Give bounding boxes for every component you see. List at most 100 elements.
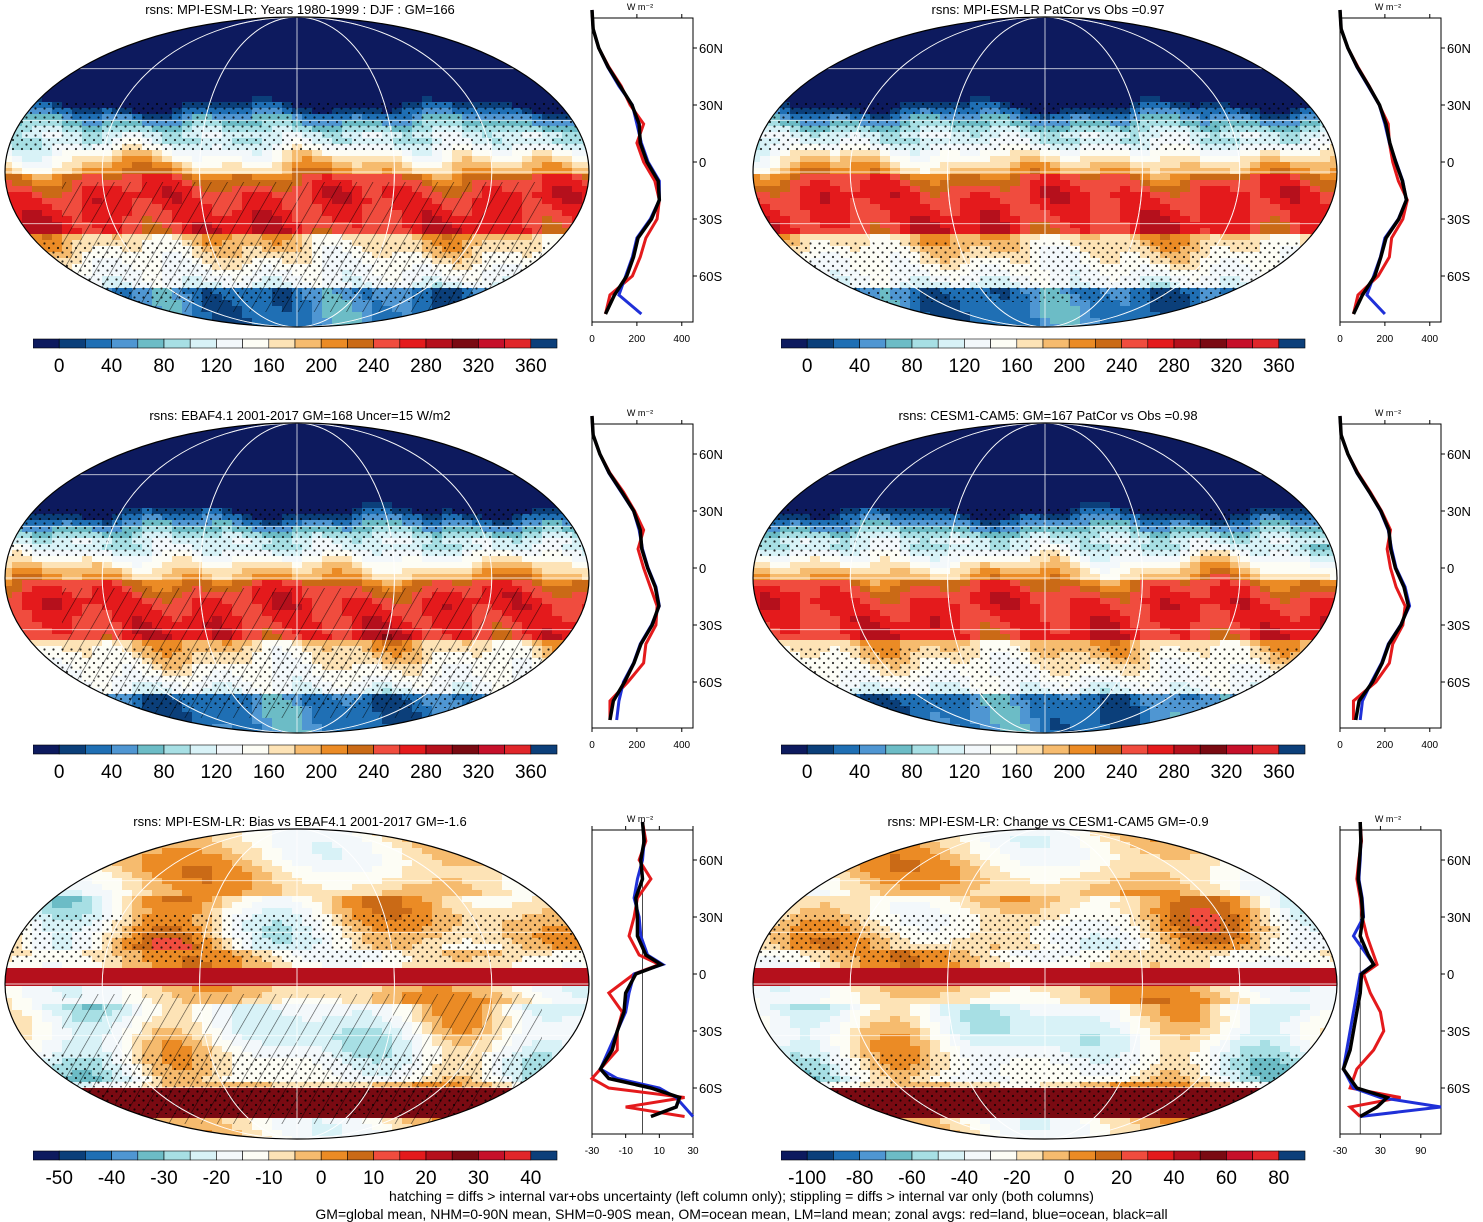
colorbar-swatch: [531, 339, 557, 348]
profile-lat-label: 30S: [1447, 618, 1470, 633]
profile-lat-label: 60N: [699, 41, 723, 56]
profile-series-all: [1343, 822, 1387, 1117]
colorbar-swatch: [1069, 339, 1095, 348]
colorbar-swatch: [59, 1151, 85, 1160]
colorbar-swatch: [833, 745, 859, 754]
colorbar-swatch: [269, 1151, 295, 1160]
colorbar: 04080120160200240280320360400: [33, 744, 558, 784]
colorbar-swatch: [807, 1151, 833, 1160]
colorbar-swatch: [912, 1151, 938, 1160]
colorbar-tick-label: 0: [802, 762, 813, 783]
colorbar-swatch: [1279, 745, 1305, 754]
colorbar-tick-label: 240: [1106, 356, 1138, 377]
colorbar-tick-label: 200: [1053, 762, 1085, 783]
colorbar-swatch: [243, 745, 269, 754]
colorbar-swatch: [1122, 339, 1148, 348]
colorbar-swatch: [1174, 1151, 1200, 1160]
footer-line-2: GM=global mean, NHM=0-90N mean, SHM=0-90…: [0, 1206, 1483, 1222]
colorbar-tick-label: 280: [1158, 356, 1190, 377]
colorbar-tick-label: 80: [153, 762, 174, 783]
colorbar-swatch: [807, 745, 833, 754]
colorbar-tick-label: 40: [849, 762, 870, 783]
profile-series-all: [600, 822, 679, 1117]
colorbar-swatch: [886, 745, 912, 754]
colorbar-tick-label: 120: [949, 356, 981, 377]
colorbar-tick-label: -20: [203, 1168, 230, 1189]
colorbar-swatch: [452, 745, 478, 754]
profile-x-tick-label: 30: [687, 1146, 699, 1157]
colorbar-tick-label: 30: [468, 1168, 489, 1189]
colorbar-swatch: [1279, 1151, 1305, 1160]
colorbar-swatch: [295, 339, 321, 348]
colorbar-tick-label: 160: [253, 762, 285, 783]
profile-unit: W m⁻²: [627, 408, 653, 418]
colorbar-swatch: [216, 745, 242, 754]
colorbar-swatch: [1174, 339, 1200, 348]
profile-unit: W m⁻²: [1375, 2, 1401, 12]
colorbar-swatch: [452, 1151, 478, 1160]
colorbar-swatch: [1069, 745, 1095, 754]
colorbar-tick-label: 80: [1268, 1168, 1289, 1189]
profile-x-tick-label: 400: [1421, 740, 1438, 751]
profile-lat-label: 0: [699, 967, 706, 982]
colorbar-tick-label: 20: [415, 1168, 436, 1189]
colorbar-tick-label: 80: [901, 762, 922, 783]
colorbar-swatch: [374, 339, 400, 348]
colorbar-tick-label: 320: [1211, 356, 1243, 377]
colorbar-swatch: [269, 745, 295, 754]
profile-x-tick-label: 0: [589, 334, 595, 345]
colorbar-tick-label: 200: [305, 762, 337, 783]
colorbar-swatch: [321, 339, 347, 348]
colorbar-swatch: [1200, 745, 1226, 754]
colorbar-swatch: [991, 745, 1017, 754]
profile-unit: W m⁻²: [627, 2, 653, 12]
profile-lat-label: 0: [1447, 155, 1454, 170]
colorbar-swatch: [531, 745, 557, 754]
colorbar-swatch: [269, 339, 295, 348]
colorbar-swatch: [938, 339, 964, 348]
colorbar-swatch: [860, 339, 886, 348]
profile-x-tick-label: 400: [1421, 334, 1438, 345]
colorbar-swatch: [912, 745, 938, 754]
colorbar-tick-label: 120: [201, 356, 233, 377]
profile-lat-label: 30N: [1447, 504, 1471, 519]
colorbar-tick-label: -40: [98, 1168, 125, 1189]
colorbar-swatch: [374, 745, 400, 754]
colorbar-tick-label: 320: [463, 762, 495, 783]
colorbar-swatch: [33, 1151, 59, 1160]
colorbar-swatch: [216, 339, 242, 348]
profile-lat-label: 0: [1447, 561, 1454, 576]
colorbar-tick-label: -80: [846, 1168, 873, 1189]
colorbar-tick-label: -50: [45, 1168, 72, 1189]
colorbar-swatch: [807, 339, 833, 348]
colorbar-swatch: [1226, 1151, 1252, 1160]
colorbar-swatch: [138, 745, 164, 754]
colorbar-tick-label: 0: [1064, 1168, 1075, 1189]
profile-x-tick-label: 0: [1337, 334, 1343, 345]
colorbar-swatch: [85, 745, 111, 754]
colorbar-tick-label: 200: [1053, 356, 1085, 377]
colorbar-tick-label: 40: [520, 1168, 541, 1189]
colorbar-swatch: [426, 339, 452, 348]
colorbar-swatch: [531, 1151, 557, 1160]
map-panel: [750, 418, 1340, 738]
colorbar-tick-label: -100: [788, 1168, 826, 1189]
colorbar-swatch: [1017, 339, 1043, 348]
colorbar-swatch: [216, 1151, 242, 1160]
colorbar-swatch: [426, 1151, 452, 1160]
colorbar-swatch: [478, 745, 504, 754]
profile-x-tick-label: 400: [673, 740, 690, 751]
colorbar-swatch: [991, 339, 1017, 348]
colorbar-tick-label: -10: [255, 1168, 282, 1189]
colorbar-tick-label: 360: [1263, 762, 1295, 783]
profile-x-tick-label: -30: [1333, 1146, 1348, 1157]
colorbar-swatch: [426, 745, 452, 754]
colorbar-tick-label: 0: [54, 762, 65, 783]
colorbar-swatch: [781, 339, 807, 348]
colorbar-swatch: [1200, 339, 1226, 348]
colorbar: 04080120160200240280320360400: [781, 338, 1306, 378]
colorbar-swatch: [138, 1151, 164, 1160]
colorbar-tick-label: -30: [150, 1168, 177, 1189]
colorbar-swatch: [964, 745, 990, 754]
colorbar-swatch: [1043, 1151, 1069, 1160]
